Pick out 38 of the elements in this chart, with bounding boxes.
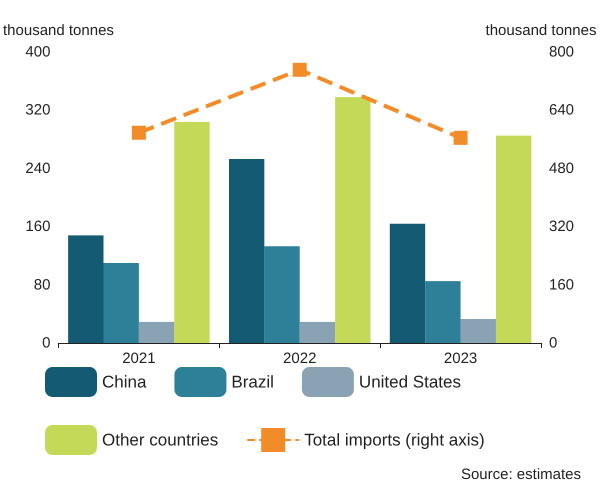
y2-tick-label: 480: [549, 160, 574, 177]
y2-axis-title: thousand tonnes: [486, 22, 596, 39]
y-tick-label: 160: [25, 218, 50, 236]
bar: [390, 224, 426, 343]
y-axis-title: thousand tonnes: [2, 22, 114, 39]
y2-tick-label: 640: [549, 102, 574, 119]
y2-tick-label: 800: [549, 44, 574, 60]
legend-label: Brazil: [231, 372, 274, 392]
y-tick-label: 320: [25, 102, 50, 119]
y2-tick-label: 320: [549, 218, 574, 236]
x-tick-label: 2021: [122, 350, 156, 367]
y-tick-label: 80: [34, 276, 50, 294]
legend-label: China: [102, 372, 147, 392]
x-tick-label: 2023: [444, 350, 478, 367]
bar: [460, 318, 496, 343]
y2-tick-label: 160: [549, 276, 574, 294]
point: [132, 126, 146, 140]
x-tick-label: 2022: [283, 350, 316, 367]
bar: [104, 262, 139, 343]
y2-tick-label: 0: [549, 334, 558, 352]
point: [454, 130, 468, 145]
legend-label: United States: [358, 372, 461, 392]
y-tick-label: 400: [25, 44, 50, 60]
y-tick-label: 0: [42, 334, 50, 352]
bar: [425, 281, 461, 343]
point: [292, 62, 307, 77]
bar: [68, 235, 104, 343]
bar: [228, 158, 264, 343]
legend-label: Other countries: [102, 430, 218, 450]
bar: [264, 246, 300, 343]
bar: [174, 122, 210, 343]
legend-label: Total imports (right axis): [304, 430, 485, 450]
y-tick-label: 240: [25, 160, 50, 177]
bar: [138, 322, 174, 343]
bar: [496, 136, 532, 343]
bar: [300, 322, 336, 343]
source-note: Source: estimates: [460, 466, 582, 483]
bar: [335, 97, 371, 343]
